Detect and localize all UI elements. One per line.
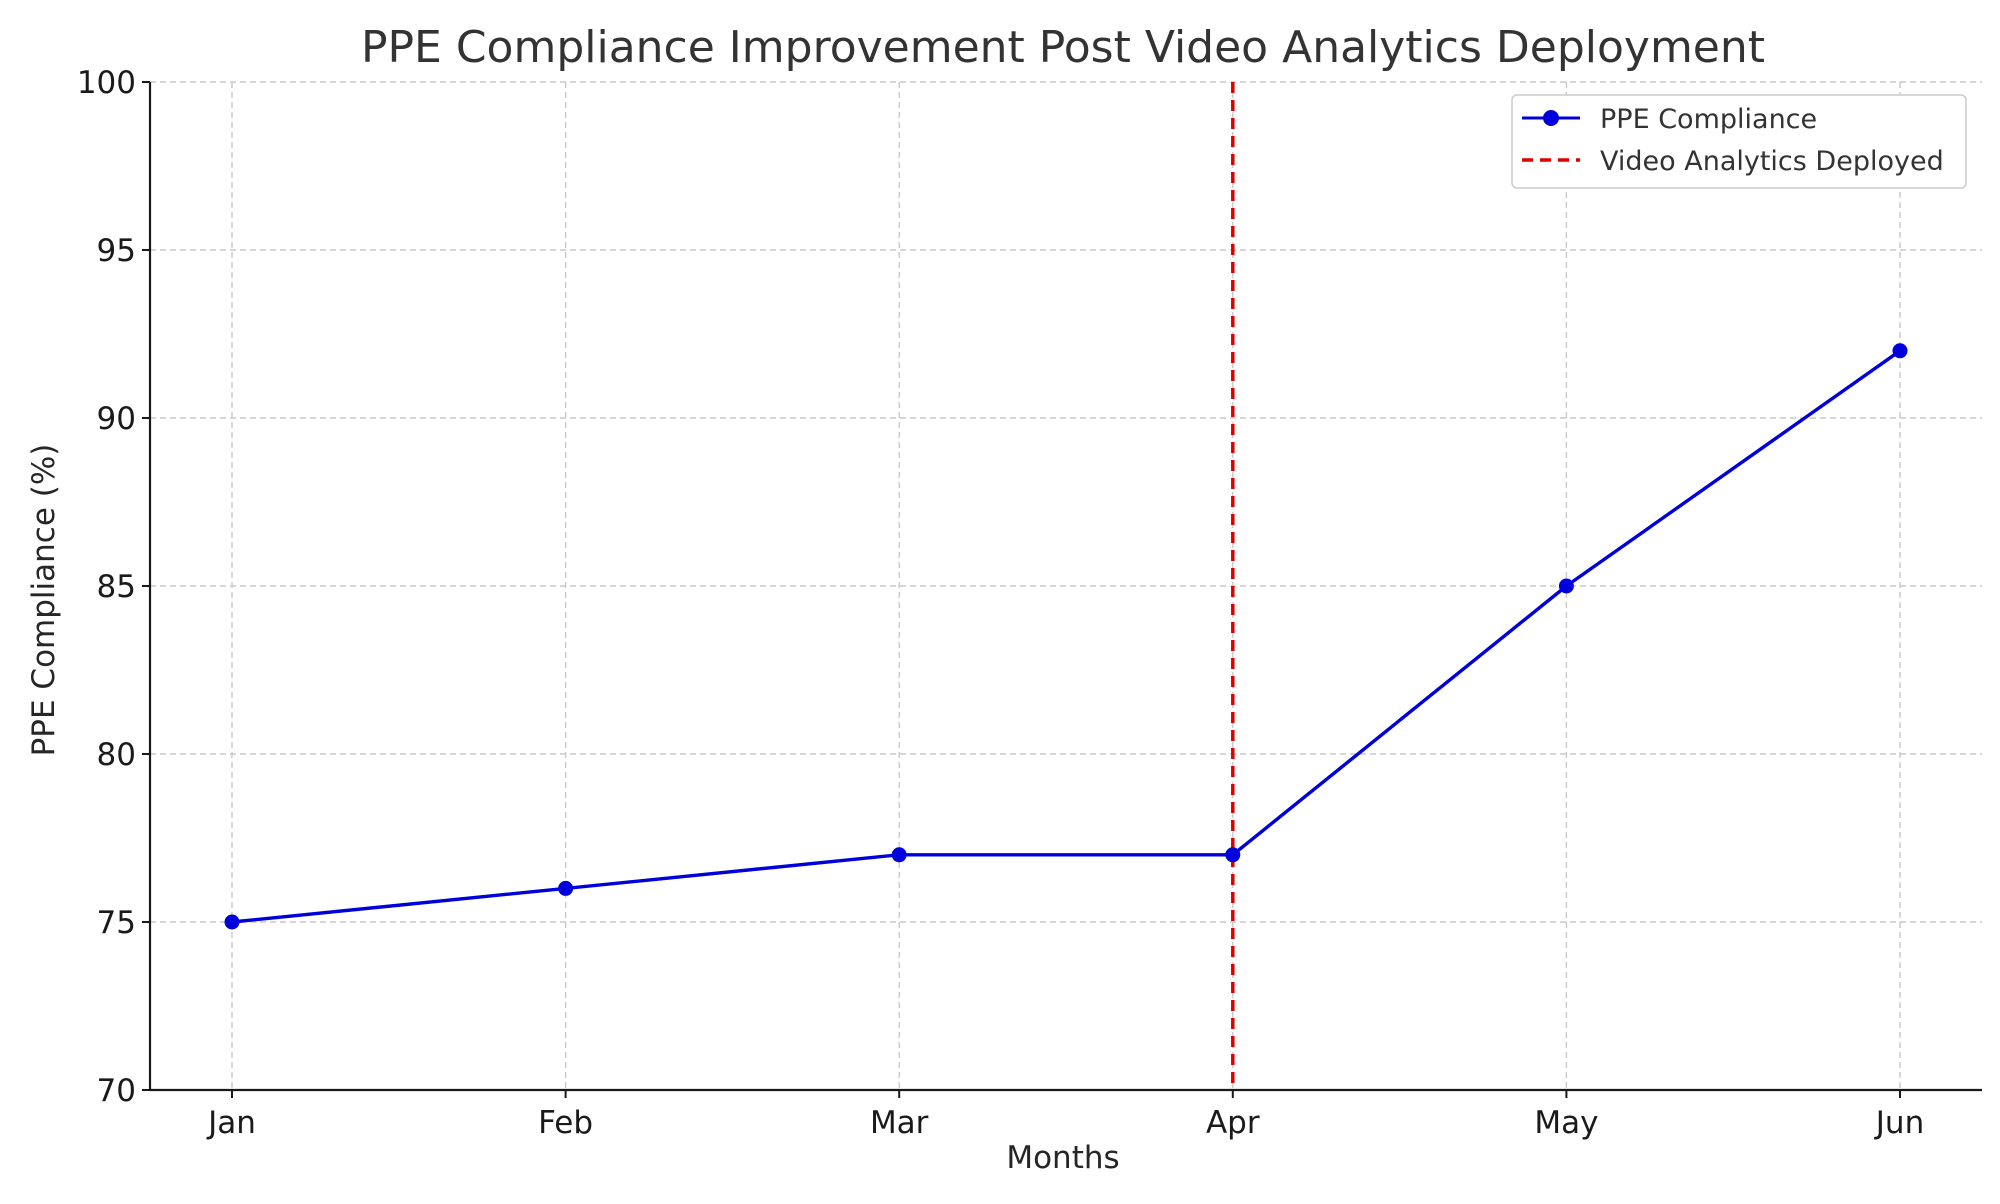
data-point [224,914,240,930]
y-axis-label: PPE Compliance (%) [26,444,62,757]
legend-box [1511,94,1967,189]
tick-labels: Jan Feb Mar Apr May Jun 70 75 80 85 90 95 100 [77,65,1924,1141]
y-tick-label: 95 [97,233,136,269]
y-tick-label: 90 [97,401,136,437]
y-tick-label: 80 [97,737,136,773]
y-tick-label: 70 [97,1073,136,1109]
y-tick-label: 100 [77,65,136,101]
x-axis-label: Months [1006,1140,1119,1176]
y-tick-label: 85 [97,569,136,605]
legend-label-series: PPE Compliance [1600,104,1817,135]
x-tick-label: Jan [206,1105,256,1141]
legend-series-marker [1543,110,1559,126]
y-tick-label: 75 [97,905,136,941]
x-tick-label: May [1534,1105,1598,1141]
data-point [1892,343,1908,359]
series-line-ppe-compliance [231,349,1901,924]
legend: PPE Compliance Video Analytics Deployed [1511,94,1967,189]
data-point [1558,578,1574,594]
x-tick-label: Jun [1874,1105,1924,1141]
data-point [891,847,907,863]
legend-label-reference: Video Analytics Deployed [1600,146,1944,177]
chart-title: PPE Compliance Improvement Post Video An… [361,22,1765,73]
series-layer [224,343,1908,930]
data-point [1225,847,1241,863]
x-tick-label: Feb [538,1105,593,1141]
data-point [558,880,574,896]
x-tick-label: Mar [870,1105,929,1141]
x-tick-label: Apr [1206,1105,1260,1141]
